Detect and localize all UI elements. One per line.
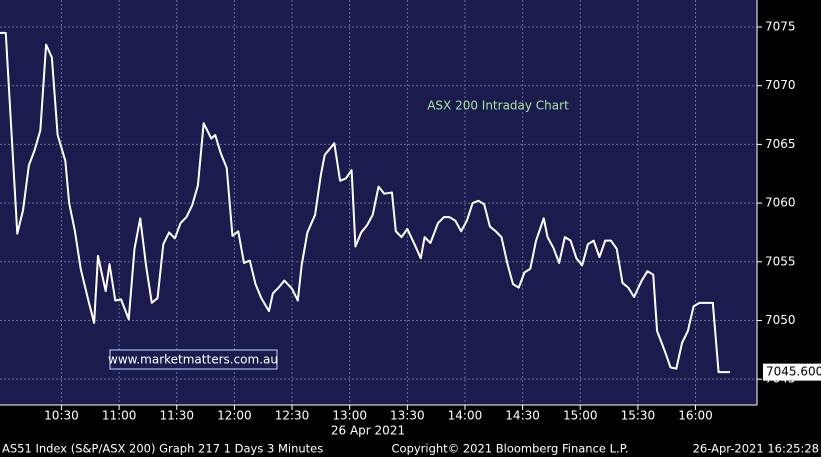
y-tick-label: 7075 xyxy=(765,20,796,34)
x-tick-label: 13:00 xyxy=(332,409,367,423)
chart-title: ASX 200 Intraday Chart xyxy=(427,99,569,113)
x-tick-label: 13:30 xyxy=(390,409,425,423)
x-tick-label: 12:30 xyxy=(275,409,310,423)
footer-left: AS51 Index (S&P/ASX 200) Graph 217 1 Day… xyxy=(2,442,323,456)
last-value-label: 7045.600 xyxy=(766,365,821,379)
y-tick-label: 7070 xyxy=(765,78,796,92)
x-tick-label: 15:00 xyxy=(563,409,598,423)
footer-center: Copyright© 2021 Bloomberg Finance L.P. xyxy=(392,442,629,456)
grid xyxy=(0,0,757,405)
x-tick-label: 14:30 xyxy=(505,409,540,423)
x-tick-label: 10:30 xyxy=(44,409,79,423)
x-tick-label: 14:00 xyxy=(448,409,483,423)
last-value-box xyxy=(763,363,821,381)
x-tick-label: 16:00 xyxy=(678,409,713,423)
x-tick-label: 15:30 xyxy=(621,409,656,423)
y-tick-label: 7065 xyxy=(765,137,796,151)
x-tick-label: 12:00 xyxy=(217,409,252,423)
x-tick-label: 11:30 xyxy=(159,409,194,423)
y-tick-label: 7055 xyxy=(765,254,796,268)
y-tick-label: 7060 xyxy=(765,196,796,210)
watermark: www.marketmatters.com.au xyxy=(108,353,278,367)
footer-right: 26-Apr-2021 16:25:28 xyxy=(693,442,819,456)
watermark-box xyxy=(109,349,278,370)
y-tick-label: 7050 xyxy=(765,313,796,327)
plot-area xyxy=(0,0,757,405)
x-tick-label: 11:00 xyxy=(102,409,137,423)
price-line xyxy=(0,31,731,374)
x-axis-label: 26 Apr 2021 xyxy=(331,424,405,438)
series xyxy=(0,31,731,374)
